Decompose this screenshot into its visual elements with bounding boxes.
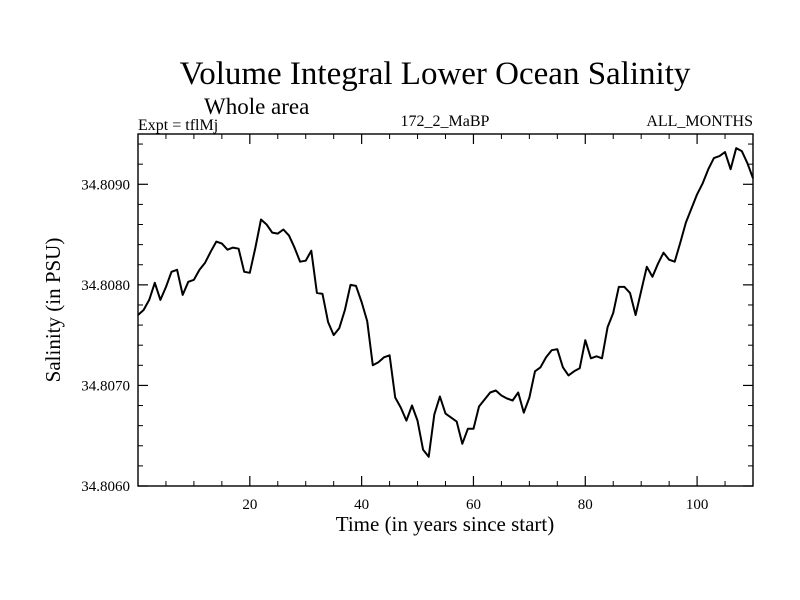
x-tick-label: 100 — [686, 497, 709, 513]
chart-subtitle: Whole area — [204, 94, 309, 119]
header-center-label: 172_2_MaBP — [401, 113, 490, 130]
y-tick-label: 34.8060 — [81, 479, 130, 495]
x-tick-label: 20 — [242, 497, 257, 513]
x-axis-label: Time (in years since start) — [336, 512, 555, 536]
y-axis-label: Salinity (in PSU) — [41, 238, 65, 383]
y-axis-ticks: 34.8060 34.8070 34.8080 34.8090 — [81, 143, 753, 495]
x-tick-label: 40 — [354, 497, 369, 513]
x-axis-ticks: 20 40 60 80 100 — [165, 134, 726, 513]
x-tick-label: 80 — [578, 497, 593, 513]
y-tick-label: 34.8090 — [81, 177, 130, 193]
header-right-label: ALL_MONTHS — [646, 113, 753, 130]
y-tick-label: 34.8070 — [81, 378, 130, 394]
chart-title: Volume Integral Lower Ocean Salinity — [180, 56, 691, 92]
salinity-series-line — [137, 147, 754, 458]
x-tick-label: 60 — [466, 497, 481, 513]
y-tick-label: 34.8080 — [81, 278, 130, 294]
header-left-expt: Expt = tflMj — [138, 117, 218, 134]
plot-frame — [137, 133, 754, 487]
